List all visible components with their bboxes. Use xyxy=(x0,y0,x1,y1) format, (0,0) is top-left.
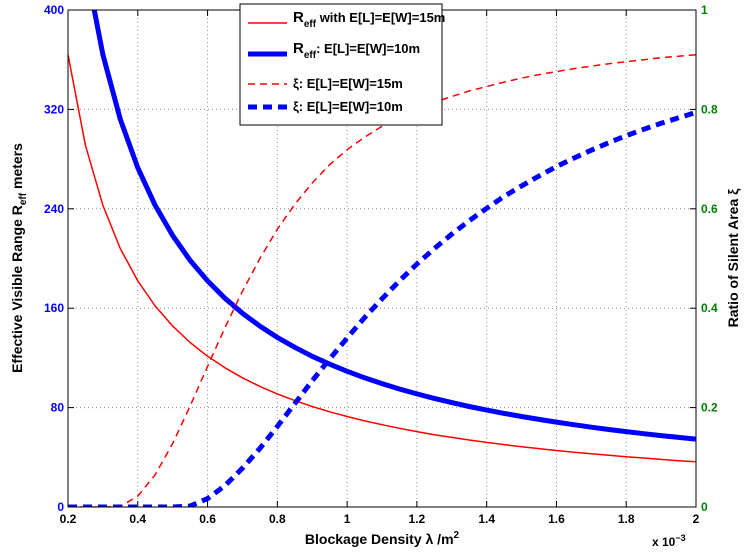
x-tick-label: 1 xyxy=(344,512,351,526)
series-line-4 xyxy=(68,110,696,507)
left-tick-label: 160 xyxy=(44,301,64,315)
x-tick-label: 1.6 xyxy=(548,512,565,526)
legend-label-reff-10m: Reff: E[L]=E[W]=10m xyxy=(293,40,420,61)
series-line-1 xyxy=(68,54,696,463)
left-tick-label: 0 xyxy=(57,500,64,514)
x-exponent-label: x 10−3 xyxy=(652,533,686,549)
left-axis-ticks: 0 80 160 240 320 400 xyxy=(44,3,74,514)
right-tick-label: 0.8 xyxy=(701,102,718,116)
legend-box xyxy=(239,3,443,126)
left-tick-label: 400 xyxy=(44,3,64,17)
x-axis-label: Blockage Density λ /m2 xyxy=(305,530,460,547)
right-tick-label: 0 xyxy=(701,500,708,514)
x-tick-label: 0.2 xyxy=(60,512,77,526)
left-tick-label: 240 xyxy=(44,202,64,216)
grid xyxy=(68,10,696,507)
right-tick-label: 0.6 xyxy=(701,202,718,216)
legend-label-xi-15m: ξ: E[L]=E[W]=15m xyxy=(293,76,403,91)
x-tick-label: 1.2 xyxy=(409,512,426,526)
x-tick-label: 0.4 xyxy=(129,512,146,526)
x-tick-label: 0.8 xyxy=(269,512,286,526)
right-tick-label: 0.2 xyxy=(701,401,718,415)
legend-label-xi-10m: ξ: E[L]=E[W]=10m xyxy=(293,99,403,114)
legend: Reff with E[L]=E[W]=15m Reff: E[L]=E[W]=… xyxy=(239,3,445,126)
svg-text:Ratio of Silent Area ξ: Ratio of Silent Area ξ xyxy=(725,188,741,328)
x-tick-label: 1.4 xyxy=(478,512,495,526)
x-axis-ticks: 0.2 0.4 0.6 0.8 1 1.2 1.4 1.6 1.8 2 xyxy=(60,10,700,526)
series-line-3 xyxy=(68,53,696,507)
right-axis-label: Ratio of Silent Area ξ xyxy=(725,188,741,328)
left-tick-label: 320 xyxy=(44,102,64,116)
svg-text:Effective Visible Range Reff m: Effective Visible Range Reff meters xyxy=(9,143,29,373)
x-tick-label: 2 xyxy=(693,512,700,526)
right-axis-ticks: 0 0.2 0.4 0.6 0.8 1 xyxy=(690,3,718,514)
left-tick-label: 80 xyxy=(51,401,65,415)
series-line-2 xyxy=(91,10,696,442)
right-tick-label: 0.4 xyxy=(701,301,718,315)
x-tick-label: 0.6 xyxy=(199,512,216,526)
series-group xyxy=(68,10,696,507)
left-axis-label: Effective Visible Range Reff meters xyxy=(9,143,29,373)
x-tick-label: 1.8 xyxy=(618,512,635,526)
legend-label-reff-15m: Reff with E[L]=E[W]=15m xyxy=(293,9,445,30)
right-tick-label: 1 xyxy=(701,3,708,17)
